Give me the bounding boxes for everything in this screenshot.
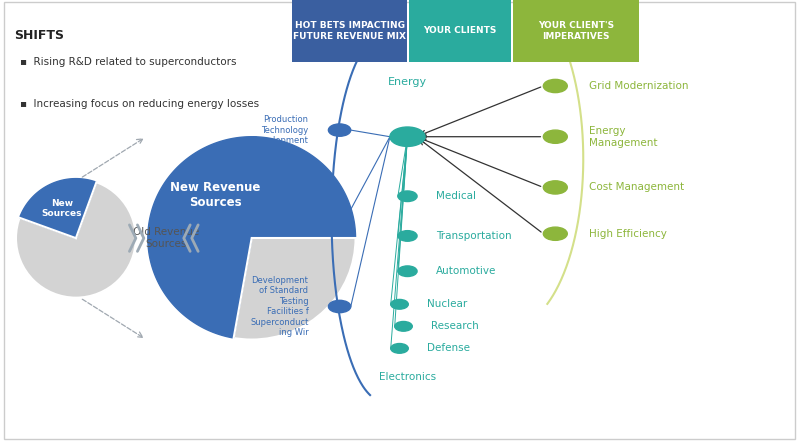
Text: Electronics: Electronics bbox=[379, 372, 436, 382]
Ellipse shape bbox=[148, 137, 356, 340]
Text: Defense: Defense bbox=[427, 344, 470, 353]
Text: New Revenue
Sources: New Revenue Sources bbox=[169, 181, 260, 209]
Text: Energy
Management: Energy Management bbox=[589, 126, 658, 147]
Text: Generation 2
and 3 HTS Wi
Development: Generation 2 and 3 HTS Wi Development bbox=[252, 194, 308, 224]
Circle shape bbox=[543, 79, 567, 93]
FancyBboxPatch shape bbox=[409, 0, 511, 62]
Circle shape bbox=[328, 203, 351, 216]
Text: SHIFTS: SHIFTS bbox=[14, 29, 65, 41]
Circle shape bbox=[543, 181, 567, 194]
Text: Nuclear: Nuclear bbox=[427, 299, 467, 309]
Polygon shape bbox=[148, 137, 356, 338]
Text: HOT BETS IMPACTING
FUTURE REVENUE MIX: HOT BETS IMPACTING FUTURE REVENUE MIX bbox=[293, 21, 406, 41]
Circle shape bbox=[390, 127, 425, 146]
Circle shape bbox=[328, 124, 351, 136]
Text: Energy: Energy bbox=[388, 77, 427, 86]
Text: Production
Technology
Development: Production Technology Development bbox=[252, 115, 308, 145]
Text: Research: Research bbox=[431, 321, 479, 331]
Text: Development
of Standard
Testing
Facilities f
Superconduct
ing Wir: Development of Standard Testing Faciliti… bbox=[250, 276, 308, 337]
Text: New
Sources: New Sources bbox=[42, 199, 82, 218]
Text: Automotive: Automotive bbox=[436, 266, 497, 276]
Circle shape bbox=[391, 299, 408, 309]
FancyBboxPatch shape bbox=[513, 0, 639, 62]
Circle shape bbox=[395, 321, 412, 331]
FancyBboxPatch shape bbox=[292, 0, 407, 62]
Text: ▪  Increasing focus on reducing energy losses: ▪ Increasing focus on reducing energy lo… bbox=[20, 99, 259, 109]
Circle shape bbox=[543, 227, 567, 240]
Text: YOUR CLIENT'S
IMPERATIVES: YOUR CLIENT'S IMPERATIVES bbox=[538, 21, 614, 41]
Text: ▪  Rising R&D related to superconductors: ▪ Rising R&D related to superconductors bbox=[20, 57, 237, 67]
Circle shape bbox=[328, 300, 351, 313]
Text: High Efficiency: High Efficiency bbox=[589, 229, 666, 239]
Circle shape bbox=[398, 266, 417, 277]
Ellipse shape bbox=[16, 179, 136, 298]
Circle shape bbox=[391, 344, 408, 353]
Circle shape bbox=[398, 231, 417, 241]
Text: Grid Modernization: Grid Modernization bbox=[589, 81, 689, 91]
Text: YOUR CLIENTS: YOUR CLIENTS bbox=[423, 26, 497, 35]
Circle shape bbox=[543, 130, 567, 143]
Text: Cost Management: Cost Management bbox=[589, 183, 684, 192]
Text: Medical: Medical bbox=[436, 191, 476, 201]
Circle shape bbox=[398, 191, 417, 202]
Text: Transportation: Transportation bbox=[436, 231, 512, 241]
Text: Old Revenue
Sources: Old Revenue Sources bbox=[133, 228, 199, 249]
Polygon shape bbox=[20, 179, 97, 238]
